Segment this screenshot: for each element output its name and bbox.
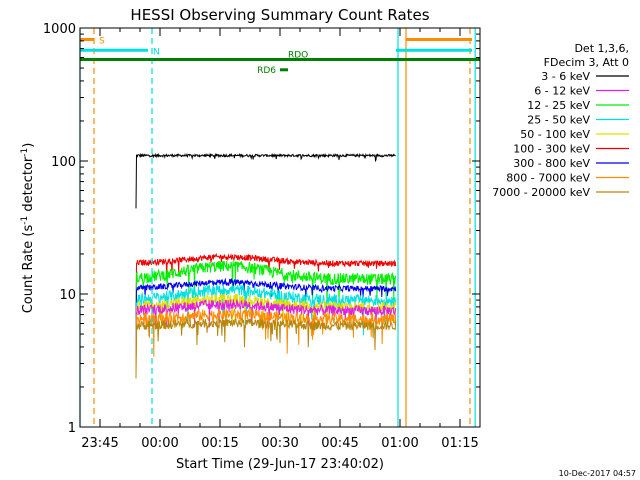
legend-entry-label-3: 25 - 50 keV (527, 114, 590, 127)
flag-bars-group: S N RDO RD6 (80, 36, 480, 76)
flag-label-2: N (153, 47, 160, 57)
flag-label-0: S (99, 36, 105, 46)
generation-timestamp: 10-Dec-2017 04:57 (559, 469, 636, 478)
legend-entry-label-4: 50 - 100 keV (520, 128, 590, 141)
y-tick-label-0: 1 (68, 421, 76, 436)
series-line-8 (135, 317, 397, 379)
series-line-1 (135, 252, 397, 317)
legend-entry-label-6: 300 - 800 keV (513, 157, 590, 170)
legend-entry-label-2: 12 - 25 keV (527, 99, 590, 112)
y-axis-label-part-3: ) (21, 143, 36, 148)
legend-entry-label-8: 7000 - 20000 keV (492, 186, 590, 199)
flag-label-4: RDO (288, 50, 308, 60)
y-axis-label-exponent-2: -1 (20, 148, 30, 157)
x-axis-label: Start Time (29-Jun-17 23:40:02) (176, 457, 384, 472)
legend-header-line-2: FDecim 3, Att 0 (544, 56, 629, 69)
y-tick-label-3: 1000 (43, 22, 76, 37)
y-axis-label-part-2: detector (21, 156, 36, 216)
legend-entry-label-1: 6 - 12 keV (534, 85, 590, 98)
x-tick-label-1: 00:00 (141, 436, 178, 451)
data-series-group (135, 152, 397, 379)
legend-entry-label-0: 3 - 6 keV (541, 70, 590, 83)
x-tick-label-5: 01:00 (381, 436, 418, 451)
chart-title: HESSI Observing Summary Count Rates (130, 6, 429, 24)
x-tick-label-0: 23:45 (81, 436, 118, 451)
x-tick-label-2: 00:15 (201, 436, 238, 451)
series-line-4 (135, 284, 397, 354)
x-tick-label-6: 01:15 (441, 436, 478, 451)
legend-entry-label-5: 100 - 300 keV (513, 143, 590, 156)
legend-header-line-1: Det 1,3,6, (574, 42, 629, 55)
series-line-6 (135, 299, 397, 364)
legend: Det 1,3,6, FDecim 3, Att 0 3 - 6 keV 6 - … (492, 42, 629, 199)
legend-entry-label-7: 800 - 7000 keV (506, 172, 590, 185)
y-tick-label-2: 100 (51, 155, 76, 170)
flag-label-5: RD6 (257, 66, 276, 76)
series-line-3 (135, 277, 397, 342)
x-tick-label-4: 00:45 (321, 436, 358, 451)
series-line-0 (135, 152, 396, 209)
axes-group: 1 10 100 1000 23:45 00:00 00:15 00:30 00:45 01:00… (43, 22, 481, 451)
y-axis-label-part-1: Count Rate (s (21, 225, 36, 314)
y-axis-label: Count Rate (s-1 detector-1) (20, 143, 36, 314)
y-tick-label-1: 10 (59, 288, 76, 303)
series-line-2 (135, 260, 397, 332)
x-tick-label-3: 00:30 (261, 436, 298, 451)
y-axis-label-exponent-1: -1 (20, 216, 30, 225)
